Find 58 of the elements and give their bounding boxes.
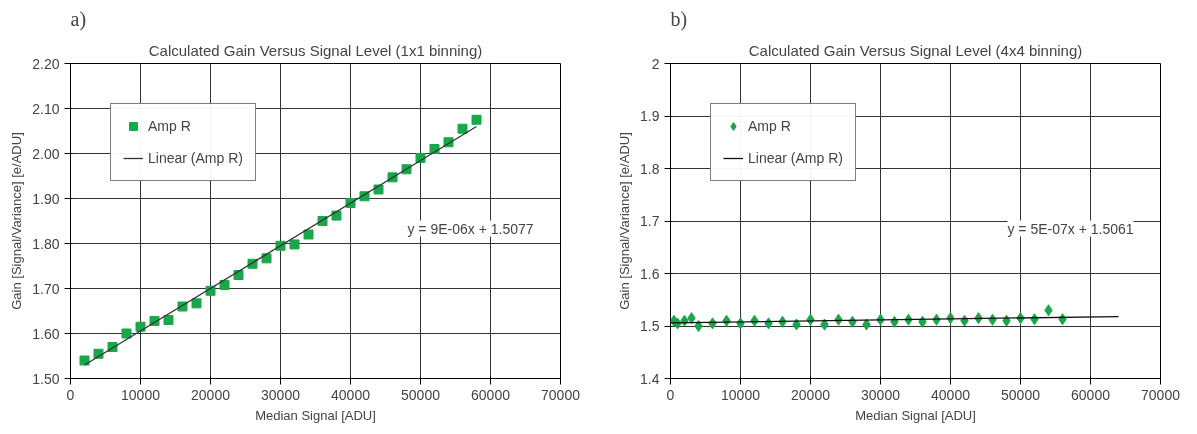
x-tick-label: 70000 [1141,386,1181,403]
point [233,270,244,280]
text: b) [670,7,688,31]
point [457,123,468,134]
x-tick-label: 60000 [1071,386,1111,403]
point [471,114,482,125]
x-axis-title: Median Signal [ADU] [255,407,376,423]
y-tick-label: 1.7 [640,213,660,229]
x-tick-label: 0 [666,386,675,403]
y-tick-label: 1.70 [32,280,60,297]
legend-label: Amp R [148,118,191,134]
x-tick-label: 0 [66,386,75,403]
y-tick-label: 1.9 [640,108,660,124]
y-tick-label: 1.6 [640,265,660,282]
chart-title: Calculated Gain Versus Signal Level (4x4 binning) [748,41,1083,59]
y-tick-label: 2.20 [32,55,60,72]
y-tick-label: 1.50 [32,370,60,387]
x-tick-label: 10000 [121,386,161,403]
y-axis-title: Gain [Signal/Variance] [e/ADU] [617,132,633,310]
x-axis-title: Median Signal [ADU] [855,407,976,423]
x-tick-label: 40000 [931,386,971,403]
x-tick-label: 50000 [401,386,441,403]
y-tick-label: 2 [651,55,660,72]
point [331,210,342,221]
point [135,321,146,332]
legend-label: Amp R [748,118,791,134]
y-tick-label: 1.90 [32,190,60,207]
y-tick-label: 1.60 [32,325,60,342]
x-tick-label: 30000 [261,386,301,403]
point [163,315,174,325]
annotation: y = 9E-06x + 1.5077 [407,220,534,237]
y-tick-label: 1.8 [640,160,660,177]
text: a) [70,7,87,31]
point [191,298,202,309]
x-tick-label: 50000 [1001,386,1041,403]
point [303,229,314,240]
y-tick-label: 2.10 [32,100,60,117]
point [219,279,230,290]
y-tick-label: 2.00 [32,145,60,162]
point [261,253,272,264]
annotation: y = 5E-07x + 1.5061 [1007,220,1134,237]
y-axis-title: Gain [Signal/Variance] [e/ADU] [9,132,25,310]
chart-title: Calculated Gain Versus Signal Level (1x1 binning) [148,41,483,59]
point [79,355,90,366]
x-tick-label: 20000 [791,386,831,403]
legend-label: Linear (Amp R) [148,150,243,166]
y-tick-label: 1.4 [640,370,660,387]
x-tick-label: 20000 [191,386,231,403]
x-tick-label: 30000 [861,386,901,403]
x-tick-label: 70000 [541,386,581,403]
point [289,239,300,250]
x-tick-label: 60000 [471,386,511,403]
legend-label: Linear (Amp R) [748,150,843,166]
x-tick-label: 40000 [331,386,371,403]
y-tick-label: 1.80 [32,235,60,252]
x-tick-label: 10000 [721,386,761,403]
y-tick-label: 1.5 [640,318,660,334]
point [121,328,132,339]
